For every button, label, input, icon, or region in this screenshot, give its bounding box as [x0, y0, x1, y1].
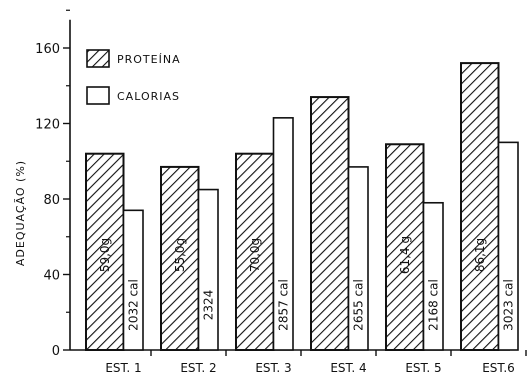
- x-category-label: EST. 1: [105, 361, 141, 375]
- protein-bar: [310, 96, 350, 351]
- calorie-value-label: 2324: [201, 290, 215, 321]
- y-tick-label: 80: [43, 193, 60, 208]
- x-category-label: EST. 4: [330, 361, 366, 375]
- bars: 59,0g 2032 cal 55,0g 2324 70,0g 2857 cal 2655 …: [85, 62, 519, 351]
- protein-value-label: 55,0g: [173, 238, 187, 272]
- calorie-bar: [272, 117, 294, 351]
- protein-bar: [385, 143, 425, 351]
- legend: PROTEÍNA CALORIAS: [86, 49, 181, 105]
- legend-label-calories: CALORIAS: [117, 90, 180, 103]
- calorie-value-label: 2655 cal: [351, 279, 365, 331]
- x-category-label: EST. 2: [180, 361, 216, 375]
- protein-bar: [85, 152, 125, 351]
- legend-label-protein: PROTEÍNA: [117, 53, 181, 66]
- protein-value-label: 86,1g: [473, 238, 487, 272]
- protein-value-label: 70,0g: [248, 238, 262, 272]
- calorie-value-label: 2857 cal: [276, 279, 290, 331]
- calorie-bar: [197, 188, 219, 351]
- calorie-value-label: 3023 cal: [501, 279, 515, 331]
- calorie-bar: [122, 209, 144, 351]
- legend-swatch-calories: [86, 86, 110, 105]
- y-tick-label: 0: [52, 344, 60, 359]
- protein-bar: [235, 152, 275, 351]
- protein-value-label: 61,4 g: [398, 236, 412, 274]
- calorie-bar: [497, 141, 519, 351]
- calorie-bar: [422, 201, 444, 351]
- protein-bar: [460, 62, 500, 351]
- x-category-label: EST. 3: [255, 361, 291, 375]
- x-category-label: EST.6: [482, 361, 515, 375]
- x-category-label: EST. 5: [405, 361, 441, 375]
- y-tick-label: 160: [35, 42, 60, 57]
- calorie-value-label: 2032 cal: [126, 279, 140, 331]
- legend-swatch-protein: [86, 49, 110, 68]
- y-tick-label: 40: [43, 269, 60, 284]
- protein-value-label: 59,0g: [98, 238, 112, 272]
- y-axis-title: ADEQUAÇÃO (%): [14, 160, 27, 266]
- calorie-bar: [347, 166, 369, 351]
- y-tick-label: 120: [35, 118, 60, 133]
- calorie-value-label: 2168 cal: [426, 279, 440, 331]
